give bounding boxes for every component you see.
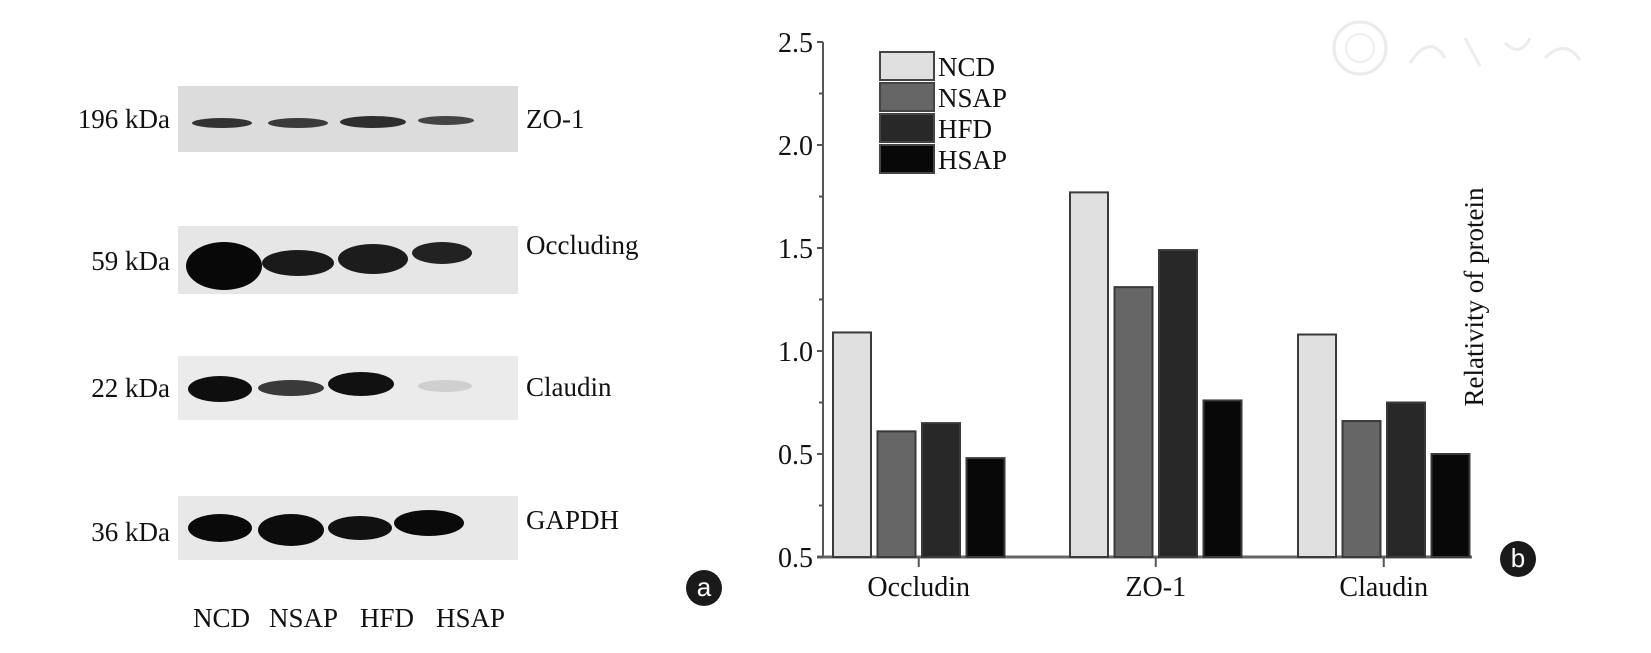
lane-label: HSAP bbox=[436, 603, 506, 633]
blot-gapdh bbox=[178, 496, 518, 560]
legend-swatch-nsap bbox=[879, 82, 935, 112]
panel-badge-a: a bbox=[686, 570, 722, 606]
protein-label: Occluding bbox=[526, 230, 639, 260]
protein-label: Claudin bbox=[526, 372, 612, 402]
mw-label: 196 kDa bbox=[77, 104, 170, 134]
protein-label: GAPDH bbox=[526, 505, 620, 535]
protein-label: ZO-1 bbox=[526, 104, 585, 134]
x-tick-label: ZO-1 bbox=[1125, 572, 1186, 603]
bar-hfd-zo1 bbox=[1158, 249, 1198, 558]
lane-label: NCD bbox=[193, 603, 251, 633]
panel-a-western-blot: 196 kDa 59 kDa 22 kDa 36 kDa ZO-1 Occlud… bbox=[0, 0, 722, 653]
bar-nsap-occludin bbox=[876, 430, 917, 558]
bar-ncd-zo1 bbox=[1069, 191, 1109, 558]
bar-chart: 0.5 0.5 1.0 1.5 2.0 2.5 Relativity of protein O… bbox=[778, 28, 1489, 603]
bar-ncd-claudin bbox=[1297, 333, 1337, 558]
mw-label: 36 kDa bbox=[91, 517, 170, 547]
blot-occluding bbox=[178, 226, 518, 294]
y-tick-label: 2.5 bbox=[778, 28, 813, 59]
lane-label: HFD bbox=[360, 603, 415, 633]
y-tick-label: 2.0 bbox=[778, 131, 813, 162]
y-tick-label: 1.0 bbox=[778, 337, 813, 368]
legend-label-nsap: NSAP bbox=[938, 83, 1007, 113]
bar-hsap-claudin bbox=[1430, 453, 1471, 558]
x-tick-label: Claudin bbox=[1339, 572, 1428, 603]
y-tick-label: 1.5 bbox=[778, 234, 813, 265]
y-tick-label: 0.5 bbox=[778, 440, 813, 471]
bar-ncd-occludin bbox=[832, 331, 872, 558]
mw-label: 22 kDa bbox=[91, 373, 170, 403]
legend-label-hsap: HSAP bbox=[938, 145, 1007, 175]
watermark-seal bbox=[1330, 18, 1630, 78]
legend-swatch-ncd bbox=[879, 51, 935, 81]
legend-label-hfd: HFD bbox=[938, 114, 992, 144]
legend-swatch-hfd bbox=[879, 113, 935, 143]
mw-label: 59 kDa bbox=[91, 246, 170, 276]
bar-hfd-occludin bbox=[921, 422, 961, 558]
x-tick-label: Occludin bbox=[867, 572, 970, 603]
bar-hsap-zo1 bbox=[1202, 399, 1243, 558]
bar-hsap-occludin bbox=[965, 457, 1006, 558]
panel-badge-b: b bbox=[1500, 541, 1536, 577]
y-axis-label: Relativity of protein bbox=[1459, 187, 1489, 406]
bar-nsap-zo1 bbox=[1113, 286, 1154, 558]
blot-zo1 bbox=[178, 86, 518, 152]
bar-nsap-claudin bbox=[1341, 420, 1382, 559]
legend-swatch-hsap bbox=[879, 144, 935, 174]
y-tick-label: 0.5 bbox=[778, 543, 813, 574]
bar-hfd-claudin bbox=[1386, 401, 1426, 558]
lane-label: NSAP bbox=[269, 603, 339, 633]
blot-claudin bbox=[178, 356, 518, 420]
legend-label-ncd: NCD bbox=[938, 52, 995, 82]
